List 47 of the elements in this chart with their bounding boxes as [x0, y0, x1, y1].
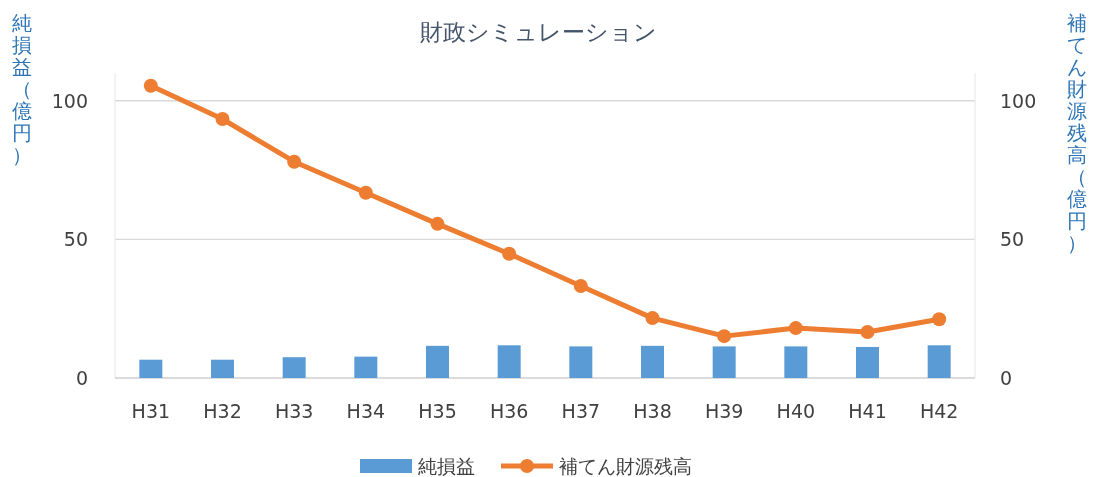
x-tick-label: H34 [346, 400, 386, 422]
chart-title: 財政シミュレーション [419, 19, 657, 45]
bar [139, 359, 163, 378]
y-tick-label: 100 [51, 89, 88, 112]
point [358, 185, 373, 200]
point [430, 216, 445, 231]
y2-tick-label: 50 [1000, 228, 1025, 251]
x-tick-label: H39 [704, 400, 744, 422]
point [788, 321, 803, 336]
bar [211, 359, 234, 378]
x-tick-label: H38 [633, 400, 672, 422]
point [215, 112, 230, 127]
x-tick-label: H33 [274, 400, 314, 422]
bar [927, 345, 951, 378]
point [287, 154, 302, 169]
y2-tick-label: 100 [1000, 89, 1037, 112]
x-tick-label: H41 [848, 400, 887, 422]
x-tick-label: H31 [131, 400, 171, 422]
legend-label: 補てん財源残高 [559, 455, 692, 477]
x-tick-label: H37 [561, 400, 601, 422]
x-tick-label: H40 [776, 400, 816, 422]
point [502, 246, 517, 261]
x-tick-label: H35 [418, 400, 457, 422]
y-tick-label: 50 [63, 228, 88, 251]
point [143, 78, 158, 93]
bar [282, 357, 306, 378]
bar [784, 346, 808, 378]
x-tick-label: H36 [489, 400, 529, 422]
y-tick-label: 0 [75, 367, 88, 389]
point [645, 311, 660, 326]
point [860, 324, 875, 339]
x-tick-label: H32 [203, 400, 242, 422]
bar [354, 356, 378, 378]
x-tick-label: H42 [919, 400, 959, 422]
y2-tick-label: 0 [1000, 367, 1013, 389]
point [932, 312, 947, 327]
legend-label: 純損益 [418, 455, 475, 477]
bar [856, 346, 879, 378]
bar [641, 345, 664, 378]
bar [426, 345, 449, 378]
bar [712, 346, 736, 378]
text: 補てん財源残高（億円） [1067, 11, 1087, 255]
bar [569, 346, 593, 378]
bar [497, 345, 521, 378]
y-axis-title: 純損益（億円） [12, 11, 32, 167]
point [573, 278, 588, 293]
point [717, 329, 732, 344]
